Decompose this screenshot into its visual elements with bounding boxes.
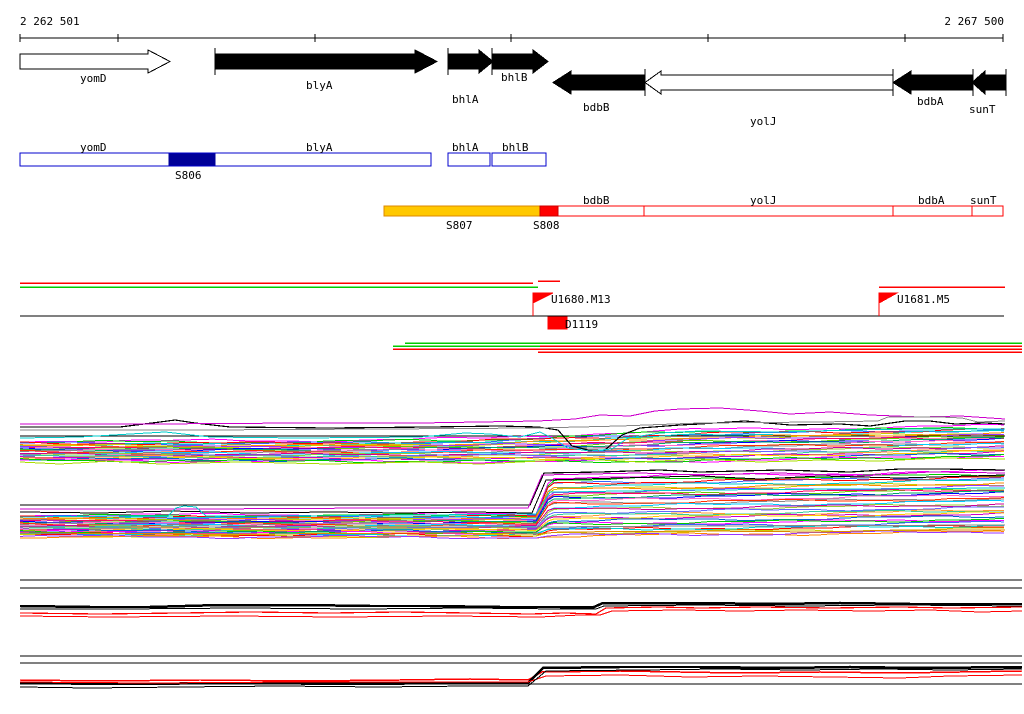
blue-operon-box[interactable]	[19, 152, 432, 167]
expression-feature-line	[20, 471, 1006, 510]
expression-feature-line	[19, 668, 1023, 689]
expression-panel-4	[19, 655, 1023, 689]
gene-label-blyA: blyA	[306, 79, 333, 92]
flag-label-u1680-m13[interactable]: U1680.M13	[551, 293, 611, 306]
blue-track-label-blyA: blyA	[306, 141, 333, 154]
gene-label-bhlA: bhlA	[452, 93, 479, 106]
blue-track-label-bhlB: bhlB	[502, 141, 529, 154]
expression-feature-line	[19, 428, 1005, 452]
ruler-track	[19, 34, 1004, 42]
expression-feature-line	[20, 524, 1006, 528]
expression-feature-line	[19, 474, 1006, 514]
expression-band-line	[20, 437, 1004, 452]
blue-operon-box[interactable]	[447, 152, 491, 167]
expression-band-line	[20, 450, 1005, 461]
expression-feature-line	[19, 674, 1023, 684]
expression-feature-line	[19, 670, 1023, 682]
ruler-end-label: 2 267 500	[944, 15, 1004, 28]
gene-arrow-bdbA[interactable]	[892, 70, 974, 95]
expression-band-line	[20, 494, 1004, 526]
expression-band-line	[20, 428, 1005, 446]
gene-label-bdbB: bdbB	[583, 101, 610, 114]
expression-feature-line	[19, 487, 1006, 518]
expression-feature-line	[19, 665, 1023, 686]
segment-S807[interactable]	[383, 205, 541, 217]
gene-arrow-sunT[interactable]	[971, 69, 1007, 96]
segment-S808[interactable]	[539, 205, 559, 217]
segment-track-blue: yomD blyA bhlA bhlB S806	[19, 141, 547, 182]
gene-label-yolJ: yolJ	[750, 115, 777, 128]
red-gene-box-bdbB[interactable]	[557, 205, 645, 217]
segment-label-S807: S807	[446, 219, 473, 232]
expression-feature-line	[19, 601, 1022, 609]
gene-arrow-yolJ[interactable]	[644, 70, 894, 95]
expression-band-line	[20, 445, 1004, 457]
gene-arrow-blyA[interactable]	[214, 49, 439, 74]
red-track-label-bdbB: bdbB	[583, 194, 610, 207]
expression-feature-line	[20, 416, 1006, 431]
gene-arrow-yomD[interactable]	[19, 49, 172, 74]
expression-panel-2	[19, 468, 1006, 539]
gene-label-bhlB: bhlB	[501, 71, 528, 84]
gene-arrow-track: yomD blyA bhlA bhlB bdbB yolJ bdbA sunT	[19, 48, 1007, 128]
gene-arrow-bhlA[interactable]	[447, 48, 494, 75]
ruler-start-label: 2 262 501	[20, 15, 80, 28]
gene-label-yomD: yomD	[80, 72, 107, 85]
expression-feature-line	[20, 468, 1006, 506]
red-track-label-yolJ: yolJ	[750, 194, 777, 207]
segment-S806[interactable]	[168, 153, 216, 166]
red-gene-box-yolJ[interactable]	[643, 205, 894, 217]
expression-feature-line	[19, 529, 1005, 535]
match-flag-track: U1680.M13 U1681.M5 D1119	[20, 280, 1022, 353]
expression-feature-line	[19, 609, 1023, 618]
segment-label-S808: S808	[533, 219, 560, 232]
flag-u1681-m5[interactable]	[878, 292, 899, 304]
red-gene-box-bdbA[interactable]	[892, 205, 973, 217]
red-gene-box-sunT[interactable]	[971, 205, 1004, 217]
expression-feature-line	[19, 457, 1006, 465]
segment-track-red: S807 S808 bdbB yolJ bdbA sunT	[383, 194, 1004, 232]
blue-operon-box[interactable]	[491, 152, 547, 167]
gene-arrow-bhlB[interactable]	[491, 48, 549, 75]
gene-label-bdbA: bdbA	[917, 95, 944, 108]
expression-band-line	[20, 511, 1005, 533]
expression-band-line	[20, 490, 1005, 525]
feature-d1119[interactable]	[547, 316, 568, 330]
feature-label-d1119[interactable]: D1119	[565, 318, 598, 331]
expression-panel-3	[19, 579, 1023, 618]
gene-arrow-bdbB[interactable]	[552, 70, 646, 95]
expression-feature-line	[20, 604, 1023, 610]
expression-band-line	[19, 518, 1004, 535]
red-track-label-sunT: sunT	[970, 194, 997, 207]
expression-band-line	[19, 477, 1004, 519]
expression-band-line	[19, 497, 1005, 527]
expression-band-line	[20, 441, 1005, 454]
expression-feature-line	[20, 407, 1006, 425]
expression-band-line	[19, 454, 1005, 463]
expression-feature-line	[19, 606, 1023, 615]
segment-label-S806: S806	[175, 169, 202, 182]
expression-panel-1	[19, 407, 1006, 465]
expression-band-line	[20, 476, 1005, 520]
expression-band-line	[19, 530, 1004, 539]
flag-u1680-m13[interactable]	[532, 292, 554, 304]
expression-band-line	[20, 485, 1004, 523]
expression-profile-panels	[19, 407, 1023, 689]
expression-band-line	[20, 469, 1004, 517]
flag-label-u1681-m5[interactable]: U1681.M5	[897, 293, 950, 306]
red-track-label-bdbA: bdbA	[918, 194, 945, 207]
blue-track-label-bhlA: bhlA	[452, 141, 479, 154]
blue-track-label-yomD: yomD	[80, 141, 107, 154]
gene-label-sunT: sunT	[969, 103, 996, 116]
